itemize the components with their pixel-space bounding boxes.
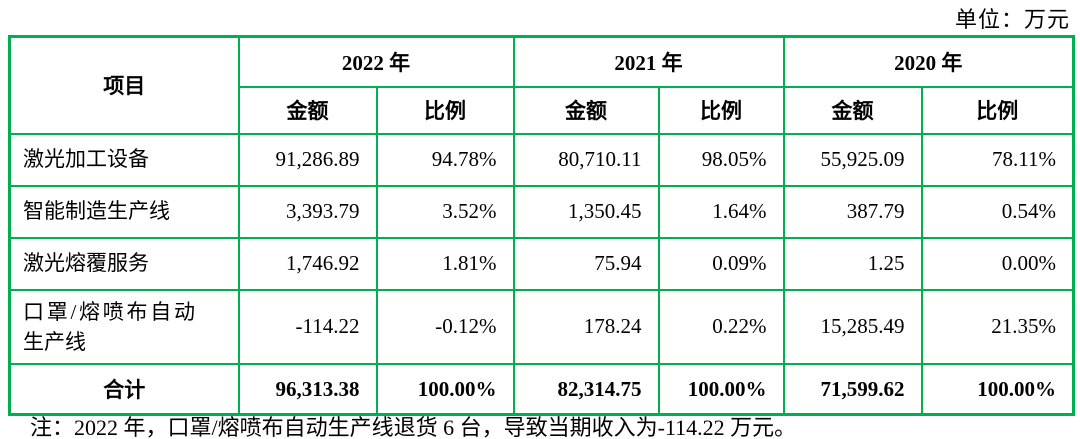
item-label: 智能制造生产线 xyxy=(23,199,170,224)
value-cell: 80,710.11 xyxy=(512,132,660,187)
total-value-cell: 82,314.75 xyxy=(512,363,660,416)
column-header-year-2020: 2020 年 xyxy=(782,35,1075,88)
value-cell: 0.00% xyxy=(920,236,1075,291)
column-header-ratio-2020: 比例 xyxy=(920,85,1075,135)
item-cell: 激光熔覆服务 xyxy=(8,236,240,291)
column-header-amount-2020: 金额 xyxy=(782,85,923,135)
table-row: 激光熔覆服务 1,746.92 1.81% 75.94 0.09% 1.25 0… xyxy=(8,236,1075,291)
column-header-year-2021: 2021 年 xyxy=(512,35,785,88)
table-row: 激光加工设备 91,286.89 94.78% 80,710.11 98.05%… xyxy=(8,132,1075,187)
table-header-row-years: 项目 2022 年 2021 年 2020 年 xyxy=(8,35,1075,135)
column-header-ratio-2021: 比例 xyxy=(657,85,785,135)
total-value-cell: 100.00% xyxy=(375,363,515,416)
value-cell: 0.54% xyxy=(920,184,1075,239)
unit-label: 单位：万元 xyxy=(954,7,1070,32)
value-cell: 387.79 xyxy=(782,184,923,239)
table-row: 智能制造生产线 3,393.79 3.52% 1,350.45 1.64% 38… xyxy=(8,184,1075,239)
total-value-cell: 100.00% xyxy=(657,363,785,416)
total-value-cell: 71,599.62 xyxy=(782,363,923,416)
value-cell: 1.25 xyxy=(782,236,923,291)
value-cell: 1.81% xyxy=(375,236,515,291)
total-label-cell: 合计 xyxy=(8,363,240,416)
value-cell: 0.09% xyxy=(657,236,785,291)
value-cell: 94.78% xyxy=(375,132,515,187)
value-cell: 3,393.79 xyxy=(237,184,378,239)
column-header-amount-2022: 金额 xyxy=(237,85,378,135)
column-header-year-2022: 2022 年 xyxy=(237,35,515,88)
value-cell: 0.22% xyxy=(657,288,785,366)
column-header-ratio-2022: 比例 xyxy=(375,85,515,135)
value-cell: 1.64% xyxy=(657,184,785,239)
value-cell: 91,286.89 xyxy=(237,132,378,187)
revenue-breakdown-table: 项目 2022 年 2021 年 2020 年 金额 比例 金额 比例 金额 比… xyxy=(8,35,1075,416)
total-value-cell: 100.00% xyxy=(920,363,1075,416)
value-cell: 1,746.92 xyxy=(237,236,378,291)
item-cell: 口罩/熔喷布自动生产线 xyxy=(8,288,240,366)
table-header-row-subcolumns: 金额 比例 金额 比例 金额 比例 xyxy=(10,85,1075,135)
column-header-amount-2021: 金额 xyxy=(512,85,660,135)
item-cell: 激光加工设备 xyxy=(8,132,240,187)
total-value-cell: 96,313.38 xyxy=(237,363,378,416)
value-cell: 3.52% xyxy=(375,184,515,239)
value-cell: 75.94 xyxy=(512,236,660,291)
value-cell: 98.05% xyxy=(657,132,785,187)
value-cell: 178.24 xyxy=(512,288,660,366)
value-cell: -114.22 xyxy=(237,288,378,366)
column-header-item: 项目 xyxy=(8,35,240,135)
value-cell: 78.11% xyxy=(920,132,1075,187)
item-label: 激光熔覆服务 xyxy=(23,251,149,276)
item-label: 激光加工设备 xyxy=(23,147,149,172)
value-cell: 1,350.45 xyxy=(512,184,660,239)
value-cell: 55,925.09 xyxy=(782,132,923,187)
item-label: 口罩/熔喷布自动生产线 xyxy=(23,299,195,354)
item-cell: 智能制造生产线 xyxy=(8,184,240,239)
value-cell: -0.12% xyxy=(375,288,515,366)
value-cell: 21.35% xyxy=(920,288,1075,366)
table-row: 口罩/熔喷布自动生产线 -114.22 -0.12% 178.24 0.22% … xyxy=(8,288,1075,366)
footnote: 注：2022 年，口罩/熔喷布自动生产线退货 6 台，导致当期收入为-114.2… xyxy=(30,415,797,439)
value-cell: 15,285.49 xyxy=(782,288,923,366)
table-total-row: 合计 96,313.38 100.00% 82,314.75 100.00% 7… xyxy=(8,363,1075,416)
